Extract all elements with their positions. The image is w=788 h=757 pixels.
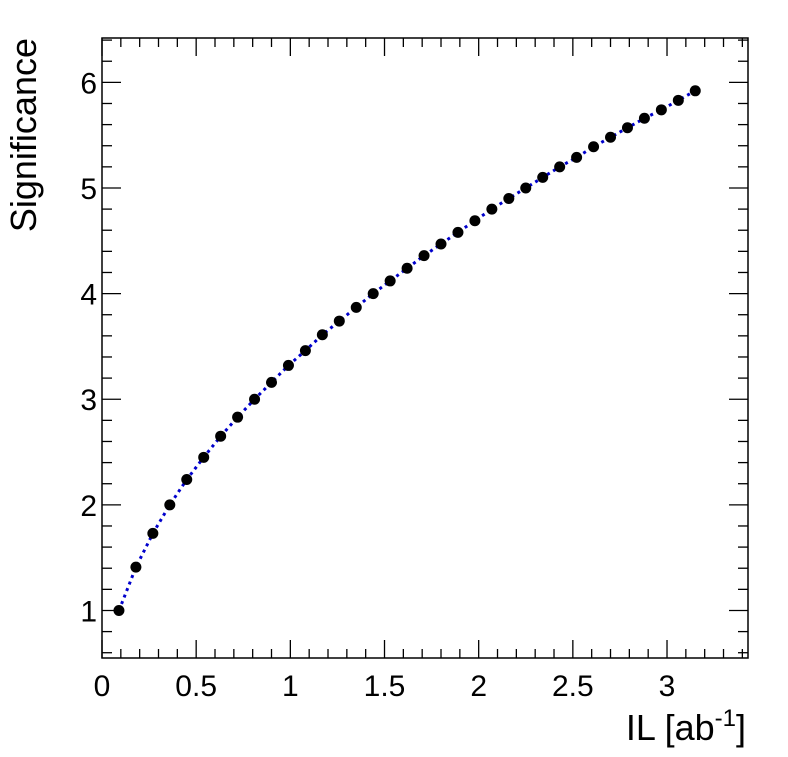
x-tick-label: 0.5 — [175, 670, 217, 703]
data-point — [554, 161, 566, 173]
data-point — [113, 604, 125, 616]
data-point — [333, 315, 345, 327]
data-point — [198, 451, 210, 463]
data-point — [520, 182, 532, 194]
x-axis-title-superscript: -1 — [715, 705, 736, 732]
data-point — [181, 473, 193, 485]
x-tick-label: 3 — [659, 670, 676, 703]
y-tick-label: 2 — [80, 490, 97, 523]
y-tick-label: 3 — [80, 384, 97, 417]
axis-ticks — [101, 38, 748, 658]
x-axis-title-close: ] — [736, 707, 746, 748]
data-point — [537, 171, 549, 183]
data-point — [418, 250, 430, 262]
data-point — [605, 131, 617, 143]
data-point — [384, 275, 396, 287]
data-point — [452, 226, 464, 238]
y-axis-title: Significance — [3, 38, 44, 232]
data-point — [232, 411, 244, 423]
x-tick-label: 2 — [470, 670, 487, 703]
y-tick-label: 5 — [80, 173, 97, 206]
y-tick-labels: 1 2 3 4 5 6 — [80, 67, 97, 628]
data-point — [621, 122, 633, 134]
x-tick-label: 2.5 — [552, 670, 594, 703]
data-point — [571, 151, 583, 163]
data-point — [638, 112, 650, 124]
data-point — [655, 104, 667, 116]
data-point — [266, 376, 278, 388]
data-point — [588, 141, 600, 153]
data-point — [316, 329, 328, 341]
data-point — [401, 262, 413, 274]
data-point — [147, 527, 159, 539]
x-tick-labels: 0 0.5 1 1.5 2 2.5 3 — [94, 670, 676, 703]
data-point — [282, 359, 294, 371]
data-point — [435, 238, 447, 250]
y-tick-label: 4 — [80, 279, 97, 312]
data-point — [130, 561, 142, 573]
data-point — [367, 288, 379, 300]
x-tick-label: 1 — [282, 670, 299, 703]
data-point — [350, 301, 362, 313]
data-point — [672, 94, 684, 106]
data-point — [486, 203, 498, 215]
plot-frame — [101, 37, 749, 659]
data-points — [113, 85, 701, 616]
y-tick-label: 1 — [80, 595, 97, 628]
data-point — [299, 345, 311, 357]
data-point — [215, 430, 227, 442]
x-axis-title: IL [ab-1] — [626, 705, 746, 748]
data-point — [689, 85, 701, 97]
data-point — [503, 193, 515, 205]
data-point — [164, 499, 176, 511]
data-point — [249, 393, 261, 405]
x-tick-label: 0 — [94, 670, 111, 703]
y-tick-label: 6 — [80, 67, 97, 100]
x-tick-label: 1.5 — [364, 670, 406, 703]
data-point — [469, 215, 481, 227]
x-axis-title-main: IL [ab — [626, 707, 715, 748]
